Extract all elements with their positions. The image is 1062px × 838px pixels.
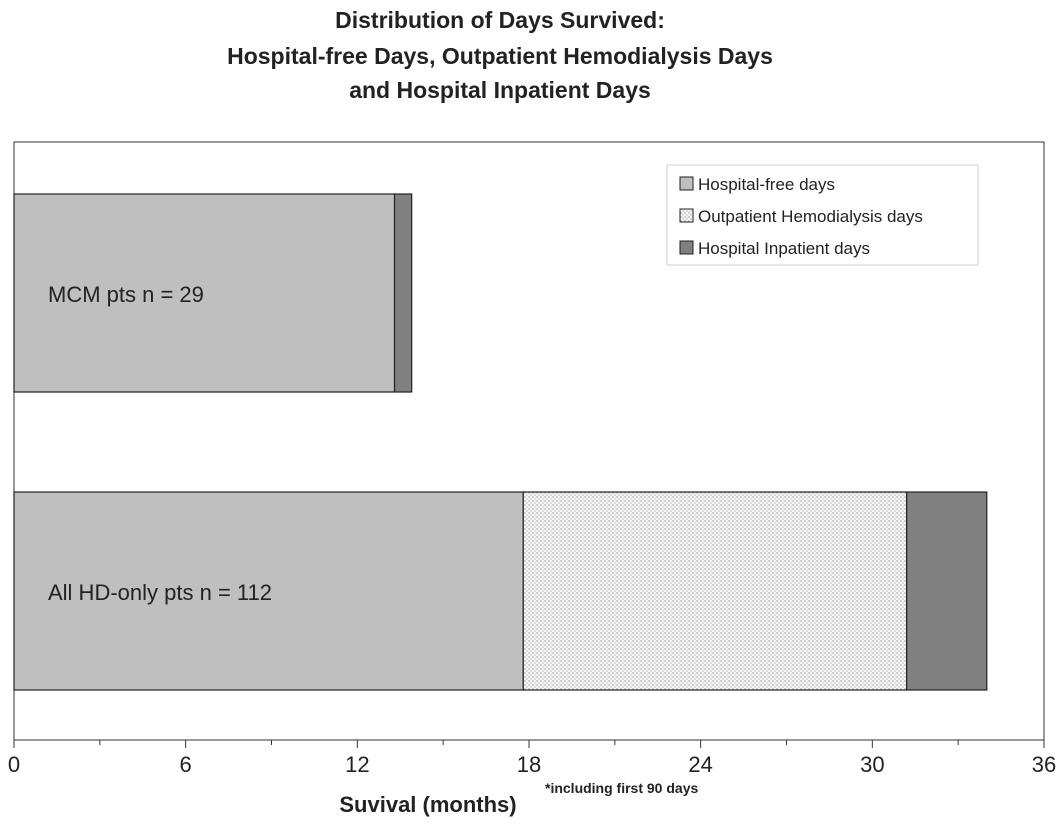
legend-swatch-0 (679, 176, 694, 191)
legend-box (666, 164, 979, 266)
legend: Hospital-free days Outpatient Hemodialysi… (666, 164, 979, 266)
bar-0-series-2 (393, 193, 413, 393)
bar-1-series-0 (13, 491, 524, 691)
category-label: All HD-only pts n = 112 (48, 580, 272, 605)
bar-1-series-1 (522, 491, 908, 691)
x-tick-label: 0 (8, 752, 20, 777)
bar-1-series-2 (906, 491, 988, 691)
legend-label-0: Hospital-free days (698, 175, 835, 194)
x-axis-note: *including first 90 days (545, 780, 698, 796)
x-axis: 0 6 12 18 24 30 36 (8, 740, 1056, 777)
legend-label-1: Outpatient Hemodialysis days (698, 207, 923, 226)
legend-swatch-1 (679, 208, 694, 223)
bars-layer (13, 193, 988, 691)
x-tick-label: 30 (860, 752, 884, 777)
x-tick-label: 24 (688, 752, 712, 777)
category-labels: MCM pts n = 29 All HD-only pts n = 112 (48, 282, 272, 605)
x-tick-label: 18 (517, 752, 541, 777)
bar-0-series-0 (13, 193, 396, 393)
chart-title-line-2: Hospital-free Days, Outpatient Hemodialy… (227, 43, 773, 69)
chart-title-line-1: Distribution of Days Survived: (335, 7, 665, 33)
legend-label-2: Hospital Inpatient days (698, 239, 870, 258)
x-axis-title: Suvival (months) (339, 792, 516, 817)
x-tick-label: 12 (345, 752, 369, 777)
x-tick-label: 6 (180, 752, 192, 777)
legend-items: Hospital-free days Outpatient Hemodialysi… (679, 175, 923, 258)
category-label: MCM pts n = 29 (48, 282, 204, 307)
x-tick-label: 36 (1032, 752, 1056, 777)
legend-swatch-2 (679, 240, 694, 255)
chart-title-line-3: and Hospital Inpatient Days (349, 77, 651, 103)
